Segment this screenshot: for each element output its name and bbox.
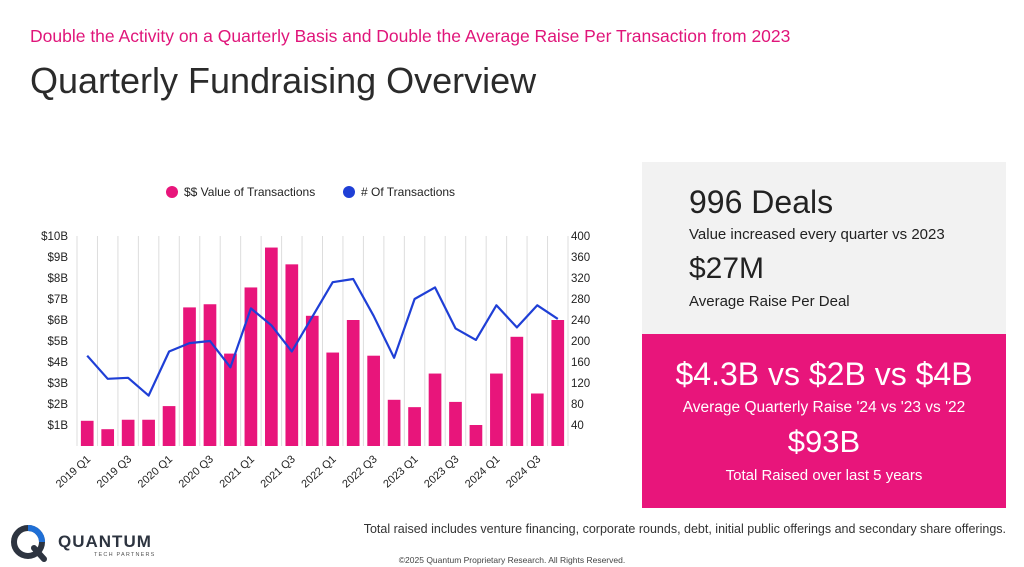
fundraising-chart: $1B $2B $3B $4B $5B $6B $7B $8B $9B $10B 40 80 120 16… [41, 185, 590, 490]
deals-panel: 996 Deals Value increased every quarter … [642, 162, 1006, 334]
x-tick-label: 2020 Q1 [136, 453, 175, 490]
bar-value-of-transactions [121, 419, 135, 446]
y-right-tick-label: 80 [571, 399, 584, 411]
y-right-tick-label: 120 [571, 378, 590, 390]
bar-value-of-transactions [305, 315, 319, 446]
x-tick-label: 2023 Q1 [381, 453, 420, 490]
bar-value-of-transactions [387, 399, 401, 446]
page-title: Quarterly Fundraising Overview [30, 60, 537, 101]
y-left-tick-label: $4B [48, 357, 69, 369]
legend-label-value: $$ Value of Transactions [184, 185, 315, 199]
bar-value-of-transactions [203, 304, 217, 446]
bar-value-of-transactions [244, 287, 258, 446]
bar-value-of-transactions [224, 353, 237, 446]
legend-label-count: # Of Transactions [361, 185, 455, 199]
avg-raise-label: Average Raise Per Deal [689, 293, 850, 310]
x-tick-label: 2024 Q3 [504, 453, 543, 490]
x-tick-label: 2021 Q3 [258, 453, 297, 490]
y-right-tick-label: 360 [571, 252, 590, 264]
y-right-tick-label: 320 [571, 273, 590, 285]
logo: QUANTUM TECH PARTNERS [8, 522, 168, 562]
x-tick-label: 2023 Q3 [422, 453, 461, 490]
bar-value-of-transactions [428, 373, 442, 446]
total-raised-label: Total Raised over last 5 years [725, 467, 923, 484]
line-number-of-transactions [86, 277, 559, 397]
y-right-tick-label: 200 [571, 336, 590, 348]
y-left-tick-label: $6B [48, 315, 69, 327]
bar-value-of-transactions [510, 336, 524, 446]
x-tick-label: 2019 Q1 [54, 453, 93, 490]
bar-value-of-transactions [346, 320, 360, 446]
logo-name: QUANTUM [58, 532, 152, 551]
bar-value-of-transactions [101, 429, 115, 446]
comparison-label: Average Quarterly Raise '24 vs '23 vs '2… [682, 399, 966, 416]
y-left-tick-label: $9B [48, 252, 69, 264]
deals-count: 996 Deals [689, 184, 834, 220]
footnote: Total raised includes venture financing,… [363, 522, 1006, 536]
x-tick-label: 2021 Q1 [218, 453, 257, 490]
bar-value-of-transactions [285, 264, 299, 446]
legend-marker-value [166, 186, 178, 198]
x-tick-label: 2019 Q3 [95, 453, 134, 490]
x-tick-label: 2022 Q1 [299, 453, 338, 490]
y-left-tick-label: $1B [48, 420, 69, 432]
y-left-tick-label: $10B [41, 231, 68, 243]
bar-value-of-transactions [490, 373, 503, 446]
x-tick-label: 2020 Q3 [177, 453, 216, 490]
copyright: ©2025 Quantum Proprietary Research. All … [398, 555, 626, 565]
bar-value-of-transactions [469, 425, 483, 446]
y-right-tick-label: 40 [571, 420, 584, 432]
y-left-tick-label: $2B [48, 399, 69, 411]
bar-value-of-transactions [449, 401, 462, 446]
comparison-value: $4.3B vs $2B vs $4B [675, 356, 973, 392]
y-right-tick-label: 240 [571, 315, 590, 327]
bar-value-of-transactions [367, 355, 380, 446]
bar-value-of-transactions [551, 320, 565, 446]
bar-value-of-transactions [80, 420, 94, 446]
y-right-tick-label: 400 [571, 231, 590, 243]
bar-value-of-transactions [265, 247, 278, 446]
x-tick-label: 2024 Q1 [463, 453, 502, 490]
raise-panel: $4.3B vs $2B vs $4B Average Quarterly Ra… [642, 334, 1006, 508]
y-left-tick-label: $3B [48, 378, 69, 390]
bar-value-of-transactions [162, 406, 176, 446]
y-left-tick-label: $5B [48, 336, 69, 348]
y-right-tick-label: 160 [571, 357, 590, 369]
bar-value-of-transactions [530, 393, 544, 446]
bar-value-of-transactions [183, 307, 196, 446]
deals-note: Value increased every quarter vs 2023 [689, 226, 945, 243]
y-left-tick-label: $7B [48, 294, 69, 306]
avg-raise-value: $27M [689, 252, 765, 285]
page-subtitle: Double the Activity on a Quarterly Basis… [30, 26, 791, 46]
total-raised-value: $93B [787, 424, 861, 459]
y-right-tick-label: 280 [571, 294, 590, 306]
x-tick-label: 2022 Q3 [340, 453, 379, 490]
logo-tagline: TECH PARTNERS [94, 552, 156, 558]
y-left-tick-label: $8B [48, 273, 69, 285]
bar-value-of-transactions [142, 419, 155, 446]
legend-marker-count [343, 186, 355, 198]
quantum-q-icon [11, 525, 47, 562]
bar-value-of-transactions [408, 407, 421, 446]
bar-value-of-transactions [326, 352, 340, 446]
